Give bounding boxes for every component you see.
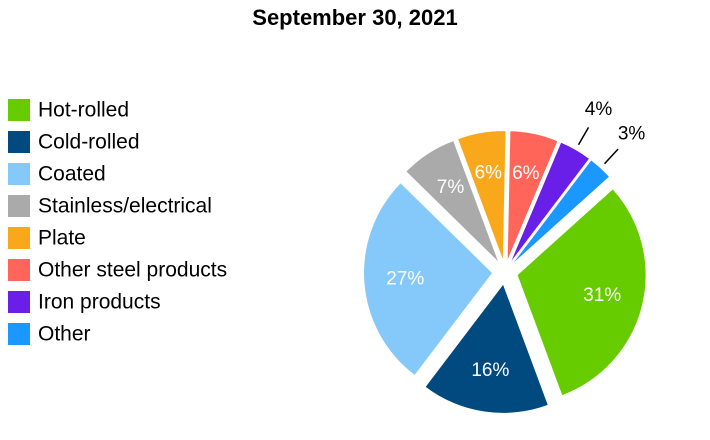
legend-label: Hot-rolled — [38, 99, 129, 122]
pie-slice — [364, 183, 493, 375]
pie-slice — [513, 160, 609, 263]
value-label: 6% — [512, 163, 540, 184]
legend-label: Stainless/electrical — [38, 195, 212, 218]
legend-swatch — [8, 259, 30, 281]
value-label: 4% — [585, 99, 613, 120]
pie-slice — [517, 189, 646, 396]
legend-swatch — [8, 227, 30, 249]
value-label: 7% — [437, 177, 465, 198]
legend-label: Other steel products — [38, 259, 227, 282]
pie-slice — [511, 142, 589, 261]
pie-slice — [507, 131, 558, 260]
legend-swatch — [8, 291, 30, 313]
pie-slice — [425, 284, 548, 413]
value-label: 16% — [471, 360, 509, 381]
legend-swatch — [8, 163, 30, 185]
chart-title: September 30, 2021 — [252, 5, 457, 30]
legend-label: Coated — [38, 163, 106, 186]
legend-swatch — [8, 131, 30, 153]
legend-label: Other — [38, 323, 91, 346]
value-label: 6% — [475, 162, 503, 183]
value-label: 27% — [386, 268, 424, 289]
legend-label: Cold-rolled — [38, 131, 140, 154]
leader-line — [603, 148, 619, 165]
legend-label: Iron products — [38, 291, 161, 314]
legend-swatch — [8, 195, 30, 217]
value-label: 31% — [583, 285, 621, 306]
pie-slice — [458, 131, 506, 260]
legend-label: Plate — [38, 227, 86, 250]
pie-slice — [406, 141, 498, 262]
legend-swatch — [8, 323, 30, 345]
leader-line — [577, 126, 590, 146]
legend-swatch — [8, 99, 30, 121]
value-label: 3% — [618, 123, 646, 144]
